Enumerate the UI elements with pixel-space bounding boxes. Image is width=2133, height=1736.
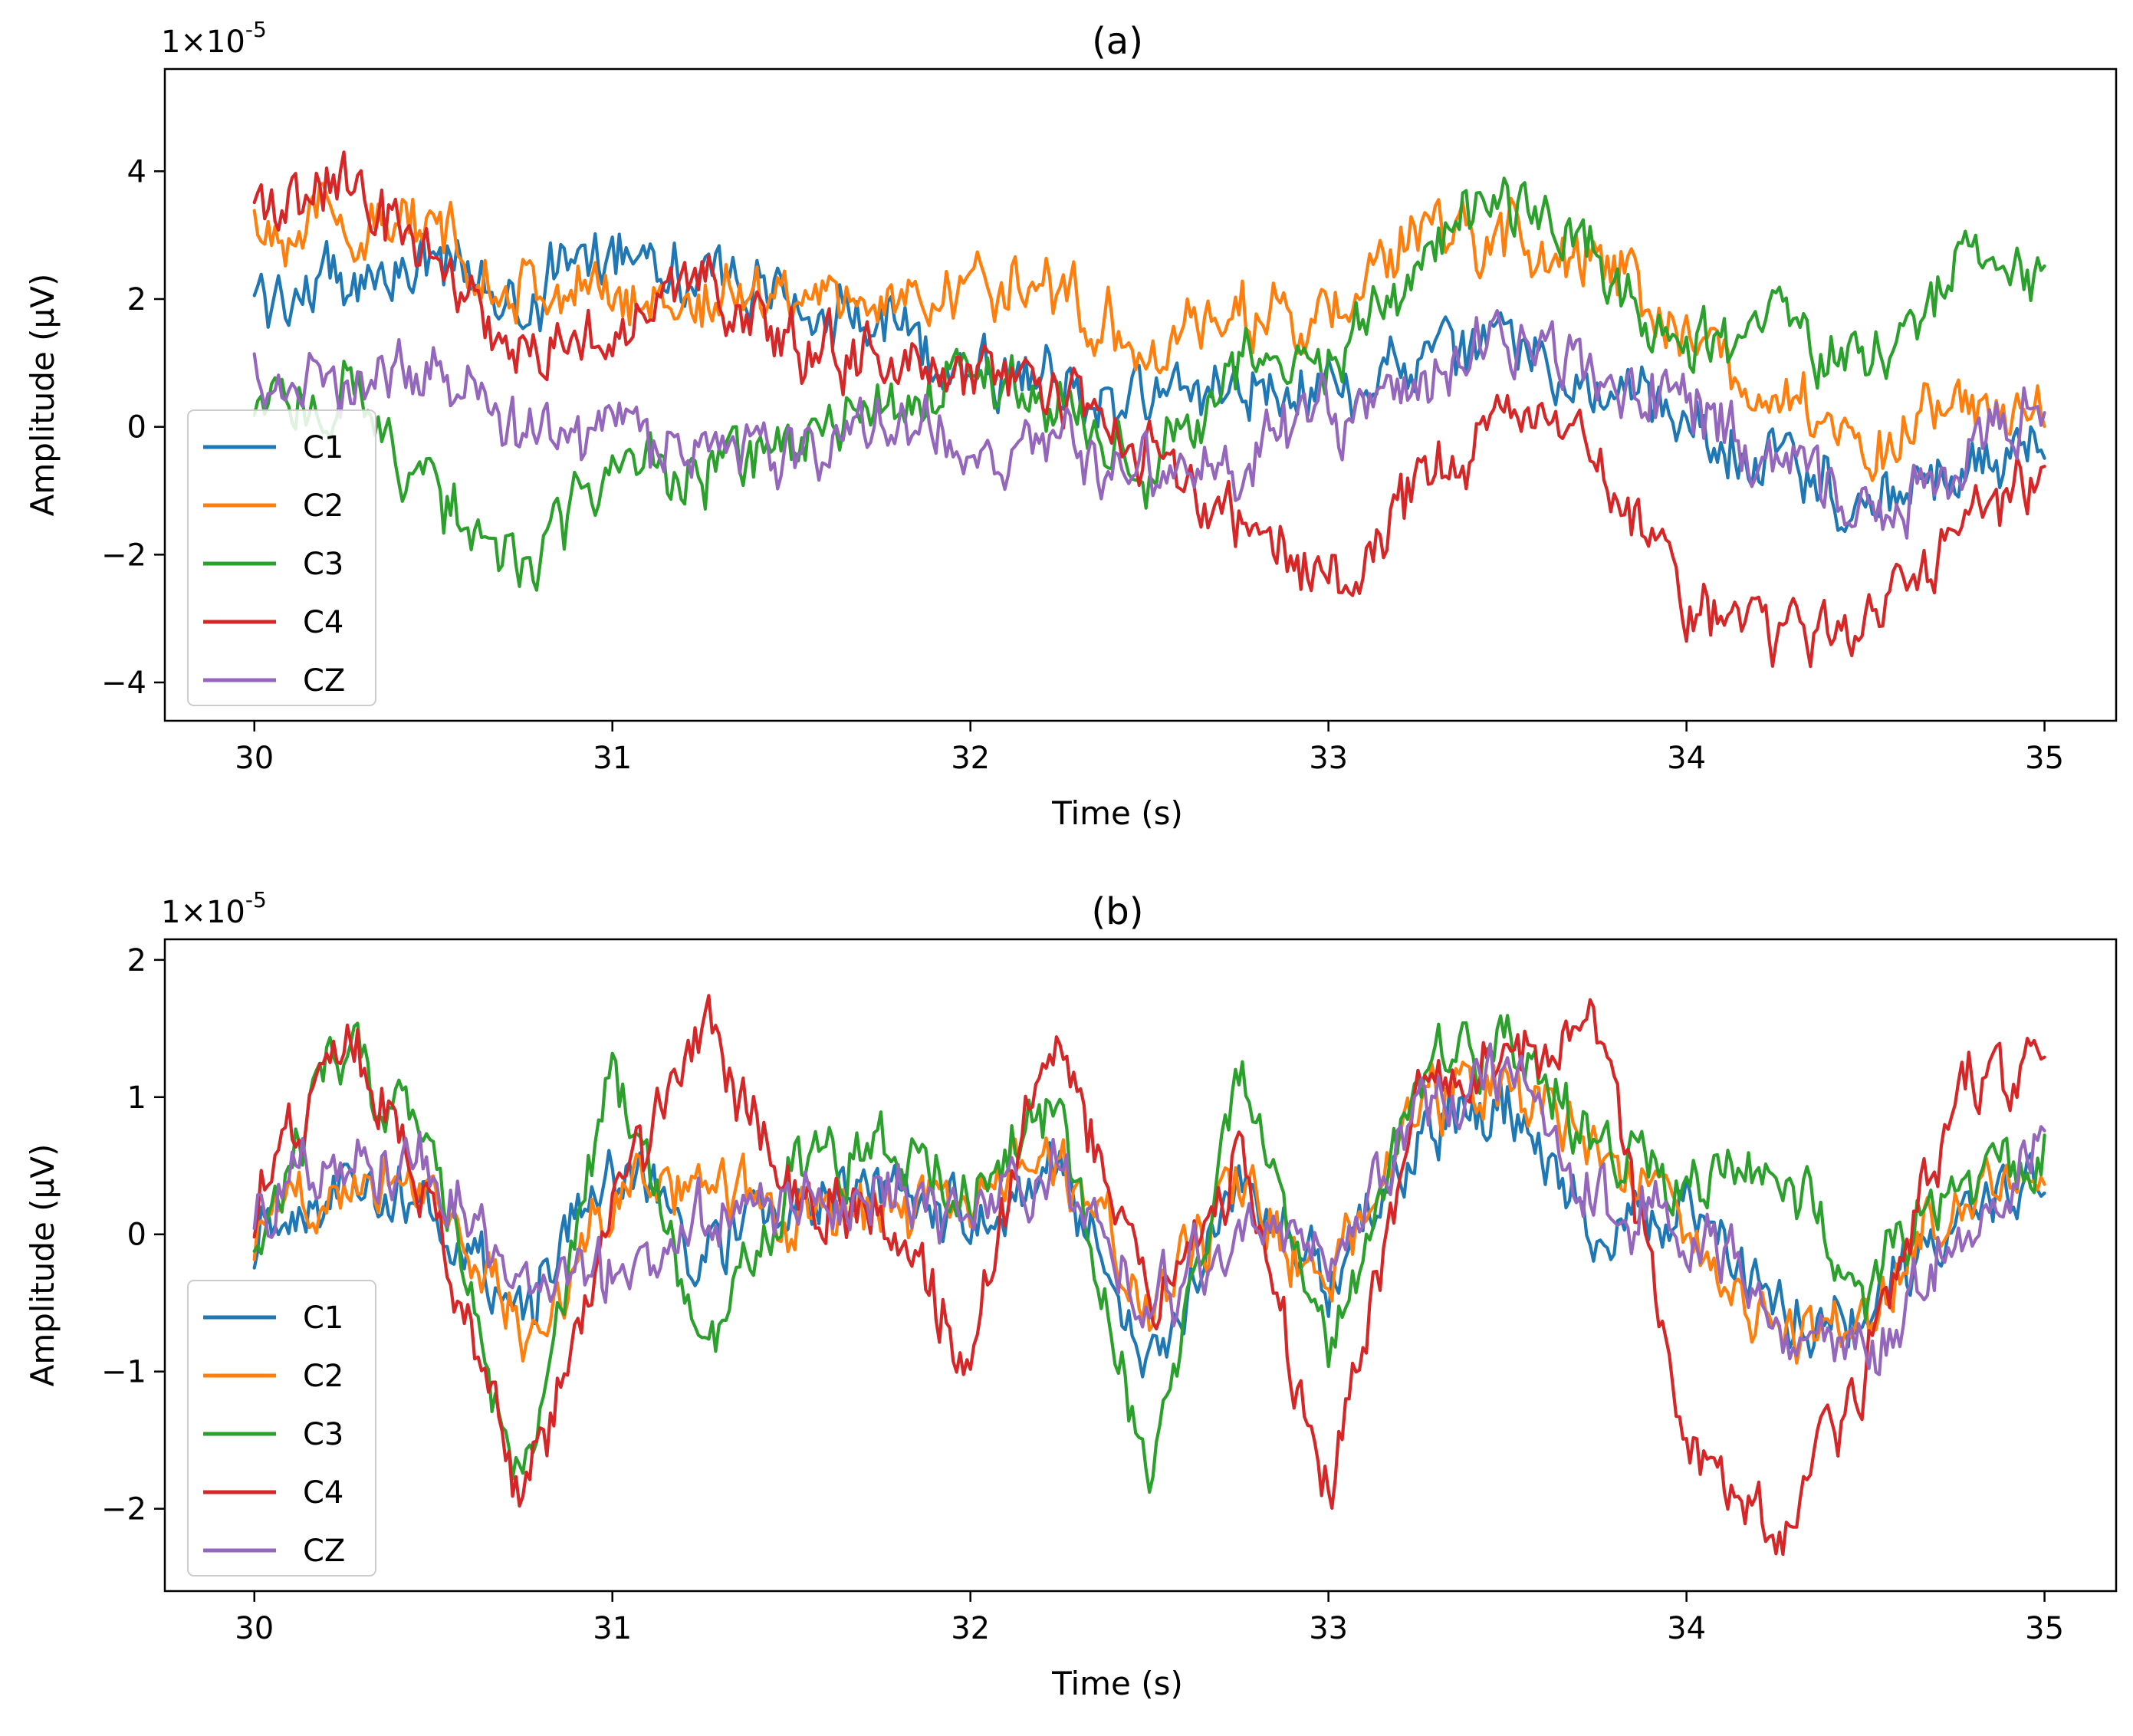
legend-box (187, 1280, 376, 1577)
chart-title: (a) (1092, 20, 1143, 63)
series-line-c4 (252, 994, 2046, 1557)
series-line-c1 (252, 1080, 2046, 1379)
legend-label: C2 (303, 488, 343, 524)
offset-exponent: -5 (245, 17, 267, 42)
legend-label: C2 (303, 1359, 343, 1394)
x-axis-label: Time (s) (1051, 794, 1183, 832)
series-line-cz (252, 309, 2046, 540)
series-line-c3 (252, 176, 2046, 592)
y-tick-label: 1 (127, 1080, 146, 1116)
offset-base: 1×10 (161, 25, 245, 60)
legend-label: C3 (303, 547, 343, 582)
x-tick-label: 30 (235, 741, 274, 776)
series-line-c2 (252, 1060, 2046, 1365)
legend-label: CZ (303, 1534, 345, 1569)
x-tick-label: 32 (951, 1611, 990, 1646)
y-tick-label: 0 (127, 410, 146, 446)
y-tick-label: 4 (127, 154, 146, 189)
legend-label: C4 (303, 605, 343, 640)
x-tick-label: 30 (235, 1611, 274, 1646)
x-tick-label: 31 (593, 1611, 632, 1646)
chart-a: 30 31 32 33 34 35 −4 −2 0 2 4 (a) 1×10-5 Time (s) Ampl… (24, 17, 2118, 832)
legend-label: C1 (303, 430, 343, 465)
x-tick-label: 34 (1667, 741, 1706, 776)
plot-frame (163, 67, 2118, 722)
x-tick-label: 33 (1309, 1611, 1348, 1646)
plot-frame (163, 938, 2118, 1593)
y-axis-label: Amplitude (µV) (24, 274, 61, 517)
y-tick-label: −4 (101, 666, 146, 701)
series-line-c2 (252, 182, 2046, 482)
series-group (252, 994, 2046, 1557)
series-line-cz (252, 1042, 2046, 1376)
legend-label: C4 (303, 1475, 343, 1511)
offset-text: 1×10-5 (161, 17, 267, 60)
y-tick-label: −2 (101, 538, 146, 573)
y-tick-label: 2 (127, 282, 146, 317)
y-tick-label: 0 (127, 1218, 146, 1253)
legend-label: CZ (303, 663, 345, 699)
series-line-c4 (252, 150, 2046, 669)
y-tick-label: −1 (101, 1355, 146, 1390)
chart-b: 30 31 32 33 34 35 −2 −1 0 1 2 (b) 1×10-5 Time (s) Ampl… (24, 887, 2118, 1702)
legend-box (187, 409, 376, 706)
x-tick-label: 35 (2025, 741, 2064, 776)
chart-title: (b) (1092, 890, 1144, 933)
y-tick-label: −2 (101, 1492, 146, 1527)
x-tick-label: 32 (951, 741, 990, 776)
x-tick-label: 31 (593, 741, 632, 776)
legend: C1 C2 C3 C4 CZ (187, 1280, 376, 1577)
offset-base: 1×10 (161, 895, 245, 930)
y-tick-label: 2 (127, 943, 146, 978)
x-axis-label: Time (s) (1051, 1665, 1183, 1702)
legend: C1 C2 C3 C4 CZ (187, 409, 376, 706)
offset-exponent: -5 (245, 887, 267, 912)
series-line-c3 (252, 1014, 2046, 1494)
offset-text: 1×10-5 (161, 887, 267, 930)
legend-label: C1 (303, 1300, 343, 1336)
x-tick-label: 33 (1309, 741, 1348, 776)
series-group (252, 150, 2046, 669)
legend-label: C3 (303, 1417, 343, 1452)
y-axis-label: Amplitude (µV) (24, 1144, 61, 1387)
x-tick-label: 35 (2025, 1611, 2064, 1646)
x-tick-label: 34 (1667, 1611, 1706, 1646)
